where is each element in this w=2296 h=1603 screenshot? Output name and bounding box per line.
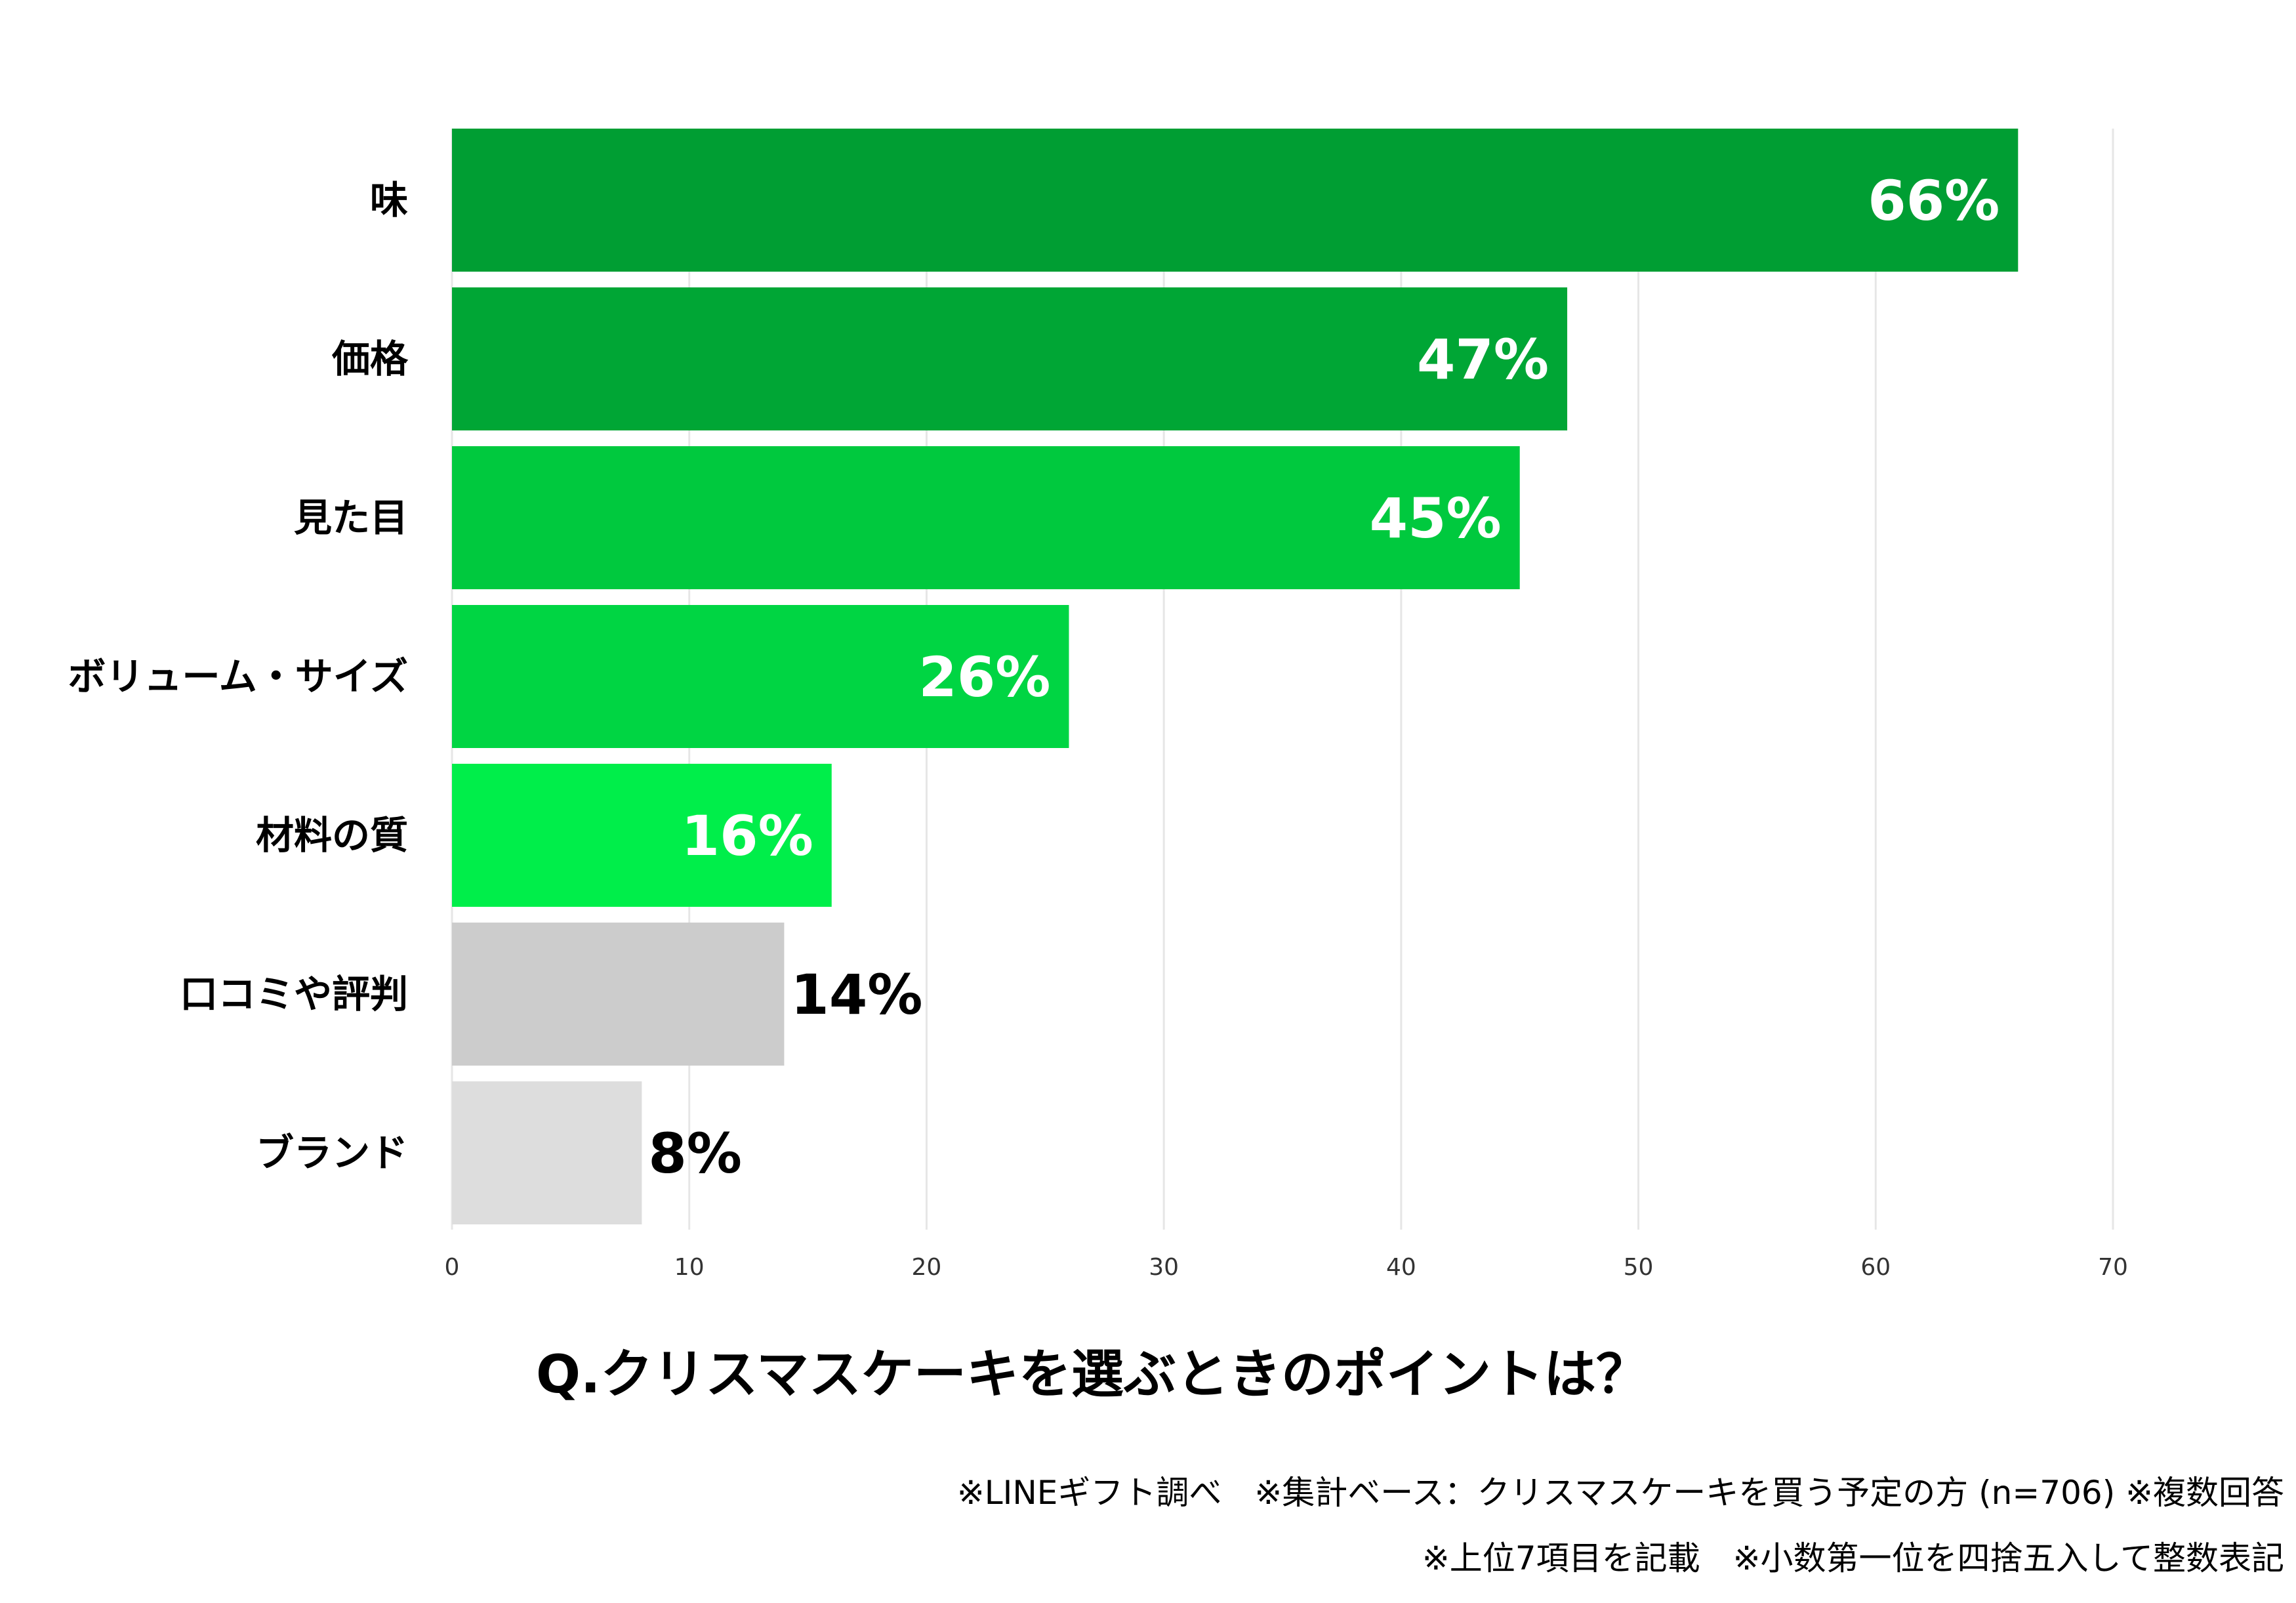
category-label: 口コミや評判 bbox=[180, 972, 408, 1016]
x-axis-ticks: 0 10 20 30 40 50 60 70 bbox=[445, 1254, 2128, 1281]
value-labels: 66% 47% 45% 26% 16% 14% 8% bbox=[648, 169, 1999, 1186]
value-label: 26% bbox=[918, 645, 1050, 709]
footnote-source: ※LINEギフト調べ ※集計ベース：クリスマスケーキを買う予定の方 (n=706… bbox=[956, 1474, 2284, 1512]
value-label: 66% bbox=[1868, 169, 1999, 233]
x-tick-label: 0 bbox=[445, 1254, 460, 1281]
category-label: ボリューム・サイズ bbox=[68, 654, 408, 699]
value-label: 45% bbox=[1370, 486, 1502, 551]
value-label: 14% bbox=[790, 963, 922, 1027]
x-tick-label: 20 bbox=[912, 1254, 942, 1281]
value-label: 16% bbox=[682, 804, 813, 868]
value-label: 8% bbox=[648, 1121, 742, 1186]
bar-3 bbox=[452, 446, 1520, 589]
bars bbox=[452, 129, 2019, 1224]
bar-5 bbox=[452, 764, 832, 907]
x-tick-label: 50 bbox=[1624, 1254, 1654, 1281]
category-label: 価格 bbox=[331, 337, 409, 381]
bar-7 bbox=[452, 1081, 642, 1224]
category-label: 味 bbox=[370, 178, 408, 222]
x-tick-label: 10 bbox=[674, 1254, 705, 1281]
category-label: 見た目 bbox=[294, 495, 408, 540]
category-label: 材料の質 bbox=[256, 813, 408, 858]
bar-6 bbox=[452, 923, 785, 1066]
bar-2 bbox=[452, 287, 1568, 430]
chart-title: Q.クリスマスケーキを選ぶときのポイントは？ bbox=[536, 1344, 1649, 1405]
x-tick-label: 30 bbox=[1149, 1254, 1179, 1281]
bar-1 bbox=[452, 129, 2019, 272]
category-label: ブランド bbox=[256, 1131, 408, 1175]
x-tick-label: 70 bbox=[2098, 1254, 2128, 1281]
x-tick-label: 60 bbox=[1860, 1254, 1891, 1281]
value-label: 47% bbox=[1417, 327, 1549, 392]
footnote-method: ※上位7項目を記載 ※小数第一位を四捨五入して整数表記 bbox=[1422, 1539, 2284, 1577]
x-tick-label: 40 bbox=[1386, 1254, 1416, 1281]
bar-4 bbox=[452, 605, 1069, 748]
